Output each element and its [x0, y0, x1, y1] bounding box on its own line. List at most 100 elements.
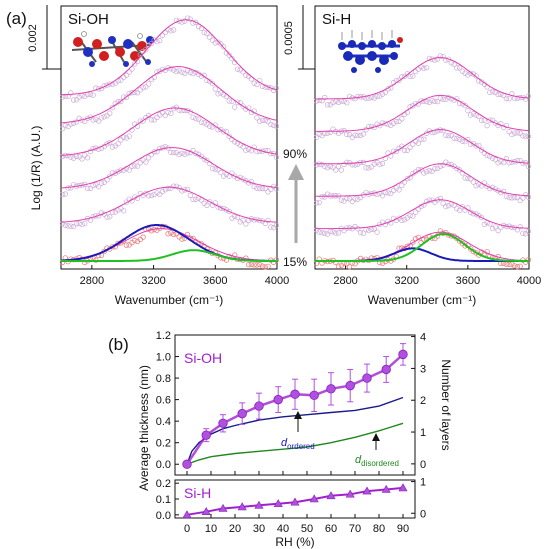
disordered-component-line	[315, 232, 529, 262]
data-point	[223, 207, 230, 213]
data-point	[212, 40, 218, 46]
data-point	[467, 70, 474, 77]
y-tick-label: 0.2	[156, 478, 171, 490]
data-point	[366, 227, 372, 234]
data-point	[123, 242, 130, 248]
data-point	[187, 69, 193, 76]
data-point	[98, 210, 105, 216]
data-point	[525, 257, 532, 263]
data-point	[440, 127, 446, 134]
data-point	[129, 66, 135, 72]
data-point	[273, 222, 280, 228]
thickness-point	[309, 494, 319, 503]
data-point	[79, 221, 85, 227]
data-point	[456, 136, 463, 143]
panel-a-right-frame	[314, 5, 530, 270]
si-h-label-b: Si-H	[184, 485, 211, 501]
x-tick-label: 30	[253, 523, 265, 535]
data-point	[123, 94, 130, 100]
data-point	[93, 182, 99, 188]
data-point	[212, 122, 218, 128]
data-point	[170, 231, 177, 238]
data-point	[454, 135, 460, 142]
data-point	[476, 213, 482, 219]
data-point	[313, 134, 320, 140]
x-tick-label: 3600	[203, 275, 227, 287]
data-point	[68, 223, 74, 229]
data-point	[71, 223, 77, 230]
fit-line	[60, 19, 278, 96]
data-point	[232, 252, 238, 258]
data-point	[140, 84, 146, 91]
data-point	[412, 209, 419, 215]
data-point	[207, 199, 213, 205]
data-point	[93, 116, 99, 123]
data-point	[506, 96, 512, 102]
data-point	[514, 264, 521, 270]
data-point	[151, 117, 157, 123]
data-point	[79, 156, 85, 162]
data-point	[240, 144, 246, 150]
data-point	[82, 220, 88, 227]
data-point	[109, 104, 116, 111]
data-point	[140, 118, 146, 124]
fit-line	[315, 163, 530, 197]
thickness-point	[345, 489, 355, 498]
data-point	[182, 70, 188, 76]
data-point	[232, 104, 238, 110]
data-point	[421, 170, 427, 176]
y-tick-label: 0.1	[156, 494, 171, 506]
data-point	[388, 190, 394, 197]
data-point	[182, 187, 188, 193]
data-point	[335, 230, 342, 236]
thickness-point	[273, 394, 283, 405]
data-point	[487, 117, 493, 123]
data-point	[333, 167, 339, 173]
data-point	[451, 135, 457, 141]
data-point	[87, 91, 93, 97]
data-point	[259, 148, 266, 154]
data-point	[393, 185, 399, 191]
data-point	[259, 117, 266, 124]
data-point	[355, 94, 361, 100]
data-point	[330, 229, 336, 235]
data-point	[401, 217, 408, 223]
data-point	[338, 197, 344, 203]
x-tick-label: 50	[301, 523, 313, 535]
data-point	[195, 23, 202, 30]
data-point	[316, 199, 322, 206]
data-point	[333, 98, 339, 105]
data-point	[201, 120, 207, 126]
data-point	[393, 148, 399, 155]
data-point	[243, 147, 249, 153]
data-point	[159, 145, 166, 151]
data-point	[509, 91, 515, 97]
data-point	[243, 221, 249, 227]
data-point	[495, 227, 501, 234]
data-point	[385, 190, 391, 196]
thickness-point	[290, 497, 300, 506]
data-point	[95, 86, 102, 92]
data-point	[366, 95, 372, 101]
data-point	[73, 221, 80, 227]
thickness-point	[218, 418, 228, 429]
data-point	[168, 66, 174, 72]
data-point	[273, 257, 280, 263]
data-point	[76, 94, 82, 100]
y2-tick-label: 0	[420, 508, 426, 520]
data-point	[514, 130, 521, 136]
data-point	[207, 34, 213, 40]
data-point	[240, 103, 246, 109]
data-point	[495, 91, 501, 98]
fit-line	[60, 66, 278, 124]
data-point	[251, 184, 257, 190]
data-point	[423, 169, 430, 175]
data-point	[437, 195, 443, 202]
data-point	[404, 175, 410, 182]
data-point	[132, 237, 138, 244]
data-point	[454, 205, 460, 212]
data-point	[330, 164, 336, 171]
data-point	[226, 133, 232, 139]
data-point	[374, 93, 380, 99]
